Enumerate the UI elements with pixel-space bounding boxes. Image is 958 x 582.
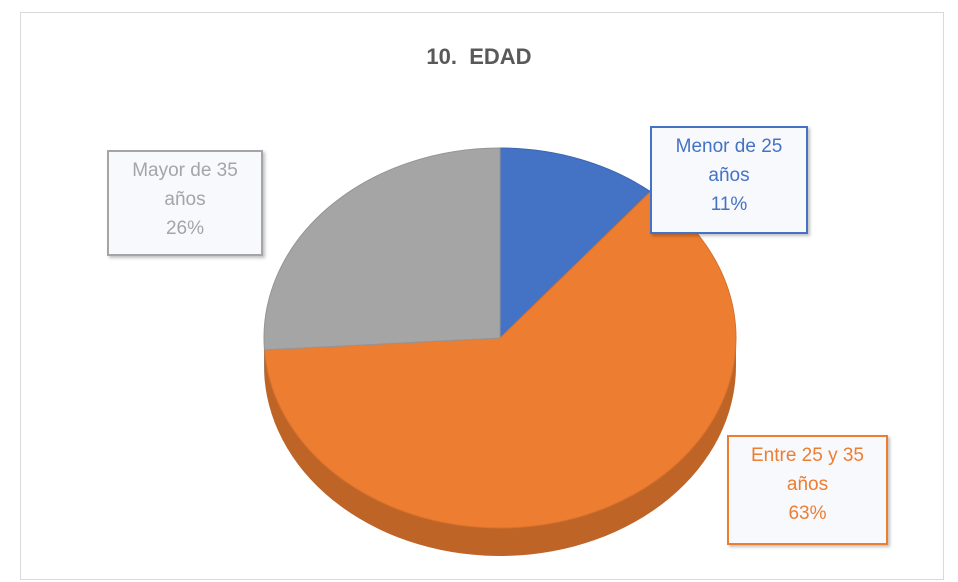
value-label: 11% xyxy=(710,194,748,215)
category-label: Menor de 25 años xyxy=(675,136,783,186)
data-label: Mayor de 35 años 26% xyxy=(107,150,263,256)
value-label: 63% xyxy=(788,503,827,524)
value-label: 26% xyxy=(165,218,205,239)
slice xyxy=(263,190,737,529)
category-label: Entre 25 y 35 años xyxy=(750,445,865,495)
chart-title: 10. EDAD xyxy=(426,44,532,69)
data-label: Menor de 25 años 11% xyxy=(650,126,808,234)
data-label: Entre 25 y 35 años 63% xyxy=(727,435,888,545)
chart-frame xyxy=(20,12,944,580)
category-label: Mayor de 35 años xyxy=(132,160,238,210)
slice xyxy=(499,147,652,340)
slice xyxy=(263,147,501,351)
